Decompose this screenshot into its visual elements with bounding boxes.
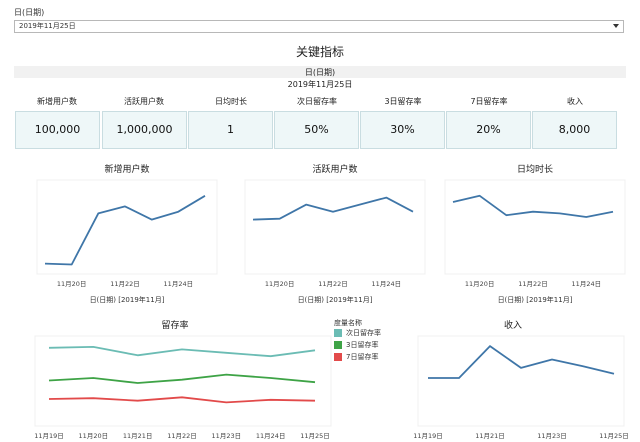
series-line-retention-1[interactable] bbox=[48, 373, 316, 384]
plot-frame-revenue bbox=[417, 335, 625, 427]
x-tick-label-revenue-0: 11月19日 bbox=[413, 432, 443, 440]
x-tick-label-revenue-3: 11月25日 bbox=[599, 432, 629, 440]
kpi-header-value: 2019年11月25日 bbox=[287, 80, 353, 89]
x-tick-label-revenue-2: 11月23日 bbox=[537, 432, 567, 440]
x-axis-title-avg-duration: 日(日期) [2019年11月] bbox=[497, 296, 573, 304]
kpi-value-day7-retention[interactable]: 20% bbox=[446, 111, 531, 149]
series-line-avg-duration-0[interactable] bbox=[452, 194, 614, 218]
chart-revenue[interactable]: 11月19日 11月21日 11月23日 11月25日 bbox=[413, 335, 629, 440]
date-filter-label: 日(日期) bbox=[14, 8, 45, 17]
x-tick-label-retention-0: 11月19日 bbox=[34, 432, 64, 440]
legend-swatch-day3 bbox=[334, 341, 342, 349]
kpi-label-active-users: 活跃用户数 bbox=[124, 97, 164, 106]
kpi-value-day3-retention[interactable]: 30% bbox=[360, 111, 445, 149]
legend-title: 度量名称 bbox=[334, 319, 362, 327]
chevron-down-icon[interactable] bbox=[613, 24, 619, 28]
legend-label-day7: 7日留存率 bbox=[346, 353, 379, 361]
chart-active-users[interactable]: 11月20日 11月22日 11月24日 bbox=[244, 179, 426, 290]
x-tick-label-new-users-2: 11月24日 bbox=[164, 280, 194, 288]
kpi-label-revenue: 收入 bbox=[567, 97, 583, 106]
x-axis-title-new-users: 日(日期) [2019年11月] bbox=[89, 296, 165, 304]
legend-label-day1: 次日留存率 bbox=[346, 329, 381, 337]
x-tick-label-avg-duration-1: 11月22日 bbox=[518, 280, 548, 288]
plot-frame-retention bbox=[34, 335, 332, 427]
kpi-label-new-users: 新增用户数 bbox=[37, 97, 77, 106]
x-tick-label-active-users-2: 11月24日 bbox=[372, 280, 402, 288]
x-tick-label-avg-duration-2: 11月24日 bbox=[572, 280, 602, 288]
kpi-header-band bbox=[14, 66, 626, 78]
x-tick-label-new-users-1: 11月22日 bbox=[110, 280, 140, 288]
kpi-label-day3-retention: 3日留存率 bbox=[384, 97, 422, 106]
chart-avg-duration[interactable]: 11月20日 11月22日 11月24日 bbox=[444, 179, 626, 290]
kpi-value-avg-duration[interactable]: 1 bbox=[188, 111, 273, 149]
series-line-retention-2[interactable] bbox=[48, 396, 316, 404]
plot-frame-new-users bbox=[36, 179, 218, 275]
chart-retention[interactable]: 11月19日 11月20日 11月21日 11月22日 11月23日 11月24日 11月2… bbox=[34, 335, 332, 440]
legend-swatch-day7 bbox=[334, 353, 342, 361]
x-tick-label-retention-5: 11月24日 bbox=[256, 432, 286, 440]
date-filter-value: 2019年11月25日 bbox=[19, 22, 76, 30]
chart-title-retention: 留存率 bbox=[161, 321, 189, 331]
x-tick-label-retention-3: 11月22日 bbox=[167, 432, 197, 440]
kpi-label-avg-duration: 日均时长 bbox=[215, 97, 247, 106]
x-tick-label-retention-1: 11月20日 bbox=[79, 432, 109, 440]
legend-label-day3: 3日留存率 bbox=[346, 341, 379, 349]
x-tick-label-retention-2: 11月21日 bbox=[123, 432, 153, 440]
chart-title-revenue: 收入 bbox=[503, 321, 522, 331]
kpi-value-new-users[interactable]: 100,000 bbox=[15, 111, 100, 149]
kpi-value-revenue[interactable]: 8,000 bbox=[532, 111, 617, 149]
series-line-retention-0[interactable] bbox=[48, 345, 316, 358]
legend-item-day7[interactable]: 7日留存率 bbox=[334, 352, 378, 362]
legend-swatch-day1 bbox=[334, 329, 342, 337]
x-tick-label-active-users-1: 11月22日 bbox=[318, 280, 348, 288]
chart-new-users[interactable]: 11月20日 11月22日 11月24日 bbox=[36, 179, 218, 290]
legend-item-day3[interactable]: 3日留存率 bbox=[334, 340, 378, 350]
x-tick-label-revenue-1: 11月21日 bbox=[475, 432, 505, 440]
kpi-header-field: 日(日期) bbox=[304, 68, 336, 77]
chart-title-new-users: 新增用户数 bbox=[104, 165, 150, 175]
x-tick-label-avg-duration-0: 11月20日 bbox=[465, 280, 495, 288]
x-tick-label-new-users-0: 11月20日 bbox=[57, 280, 87, 288]
series-line-new-users-0[interactable] bbox=[44, 195, 206, 266]
x-tick-label-retention-4: 11月23日 bbox=[212, 432, 242, 440]
chart-title-active-users: 活跃用户数 bbox=[312, 165, 358, 175]
kpi-label-day7-retention: 7日留存率 bbox=[470, 97, 508, 106]
legend-item-day1[interactable]: 次日留存率 bbox=[334, 328, 381, 338]
plot-frame-active-users bbox=[244, 179, 426, 275]
kpi-value-active-users[interactable]: 1,000,000 bbox=[102, 111, 187, 149]
kpi-label-day1-retention: 次日留存率 bbox=[297, 97, 337, 106]
x-tick-label-retention-6: 11月25日 bbox=[300, 432, 330, 440]
plot-frame-avg-duration bbox=[444, 179, 626, 275]
series-line-active-users-0[interactable] bbox=[252, 196, 414, 221]
x-tick-label-active-users-0: 11月20日 bbox=[265, 280, 295, 288]
kpi-value-day1-retention[interactable]: 50% bbox=[274, 111, 359, 149]
chart-title-avg-duration: 日均时长 bbox=[516, 165, 553, 175]
dashboard-title: 关键指标 bbox=[295, 45, 344, 59]
x-axis-title-active-users: 日(日期) [2019年11月] bbox=[297, 296, 373, 304]
date-filter-select[interactable]: 2019年11月25日 bbox=[14, 20, 624, 33]
series-line-revenue-0[interactable] bbox=[428, 345, 615, 379]
